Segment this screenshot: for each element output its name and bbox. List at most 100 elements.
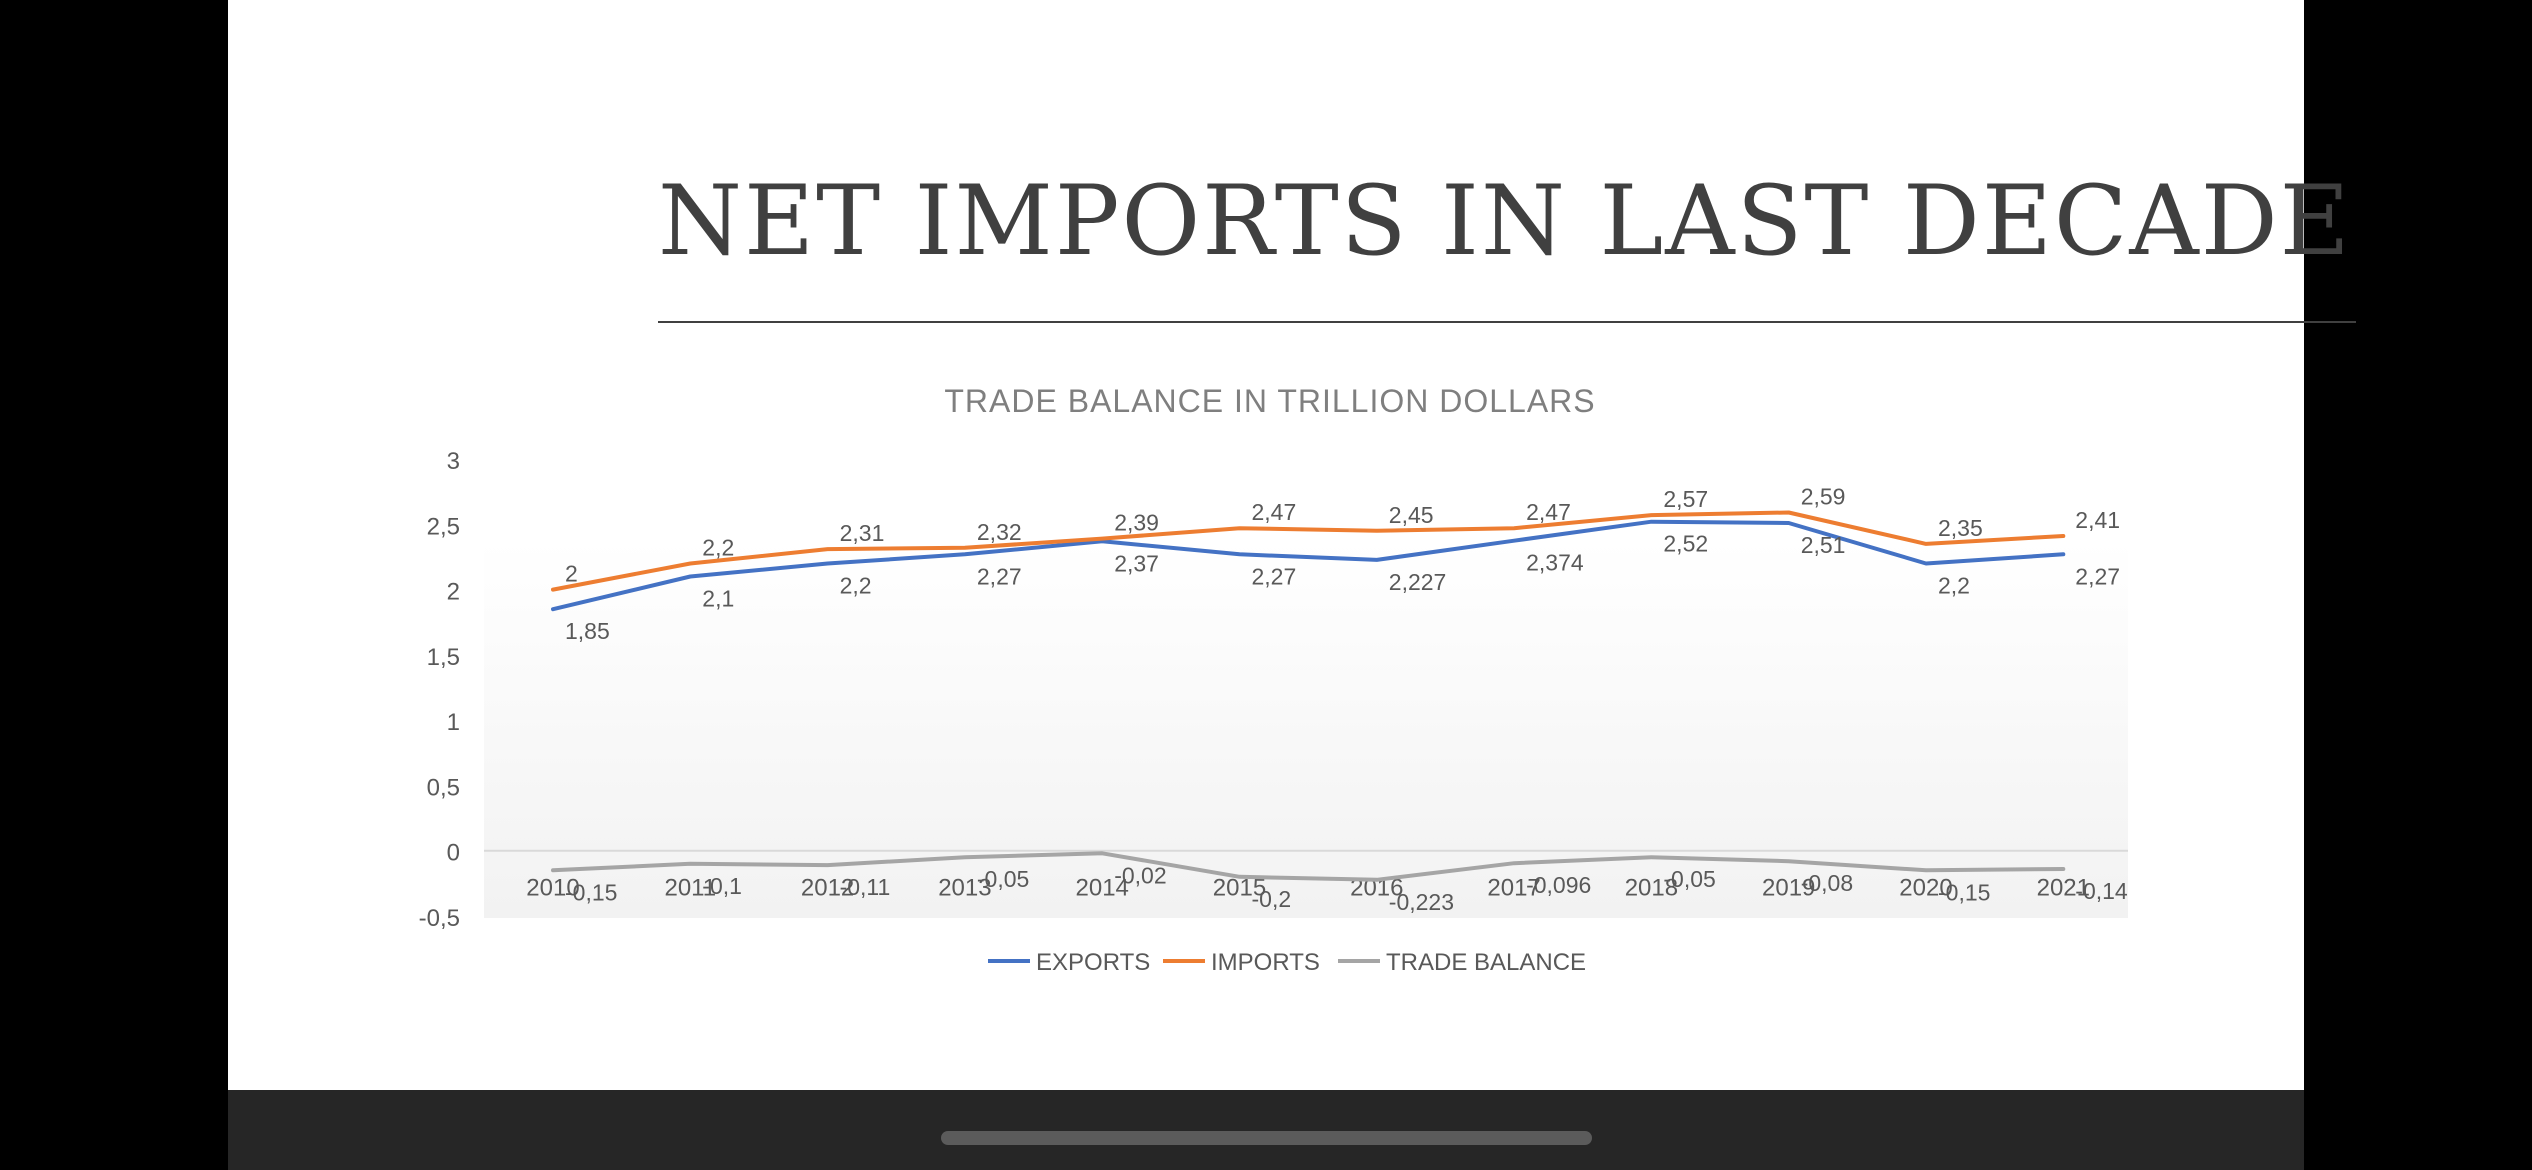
x-tick-label: 2018 xyxy=(1625,875,1678,902)
x-tick-label: 2011 xyxy=(664,875,716,902)
data-point xyxy=(1924,561,1928,565)
data-label: 2,2 xyxy=(1938,572,1970,598)
y-tick-label: 0 xyxy=(447,840,460,867)
x-tick-label: 2020 xyxy=(1899,875,1952,902)
data-point xyxy=(1375,529,1379,533)
data-label: 2,47 xyxy=(1526,499,1571,525)
data-point xyxy=(1375,878,1379,882)
data-label: -0,15 xyxy=(565,879,617,905)
data-point xyxy=(551,607,555,611)
data-point xyxy=(826,561,830,565)
y-tick-label: 3 xyxy=(447,448,460,475)
home-indicator[interactable] xyxy=(941,1131,1592,1145)
data-point xyxy=(551,868,555,872)
y-tick-label: 1 xyxy=(447,709,460,736)
data-point xyxy=(688,575,692,579)
data-label: -0,02 xyxy=(1114,862,1166,888)
data-point xyxy=(826,863,830,867)
data-point xyxy=(1238,552,1241,556)
data-point xyxy=(2061,867,2065,871)
data-point xyxy=(2061,552,2065,556)
data-point xyxy=(551,588,555,592)
data-label: 2,32 xyxy=(977,519,1022,545)
data-point xyxy=(688,862,692,866)
data-label: 2,1 xyxy=(702,586,734,612)
data-label: -0,05 xyxy=(977,866,1029,892)
data-point xyxy=(1100,851,1104,855)
chart-title: TRADE BALANCE IN TRILLION DOLLARS xyxy=(944,383,1595,419)
data-point xyxy=(1649,513,1653,517)
data-label: -0,11 xyxy=(840,874,891,900)
data-point xyxy=(1512,861,1516,865)
series-line-trade-balance xyxy=(551,851,2066,882)
data-point xyxy=(963,552,967,556)
data-label: 2,47 xyxy=(1252,499,1297,525)
data-point xyxy=(1238,875,1241,879)
data-point xyxy=(1787,859,1791,863)
data-label: 2 xyxy=(565,561,578,587)
data-point xyxy=(1512,539,1516,543)
data-point xyxy=(1924,542,1928,546)
data-label: 2,31 xyxy=(840,520,885,546)
data-label: -0,08 xyxy=(1801,870,1853,896)
data-label: 2,39 xyxy=(1114,510,1159,536)
data-point xyxy=(826,547,830,551)
slide-title: NET IMPORTS IN LAST DECADE xyxy=(658,165,2352,277)
y-tick-label: 0,5 xyxy=(427,774,460,801)
legend-label: IMPORTS xyxy=(1211,949,1320,976)
data-point xyxy=(1375,558,1379,562)
data-label: 2,227 xyxy=(1389,569,1447,595)
data-label: -0,2 xyxy=(1252,886,1292,912)
data-point xyxy=(963,546,967,550)
x-tick-label: 2019 xyxy=(1762,875,1815,902)
data-label: 2,2 xyxy=(702,534,734,560)
data-label: -0,15 xyxy=(1938,879,1990,905)
title-divider xyxy=(658,321,2356,323)
legend-label: EXPORTS xyxy=(1036,949,1150,976)
x-tick-label: 2010 xyxy=(526,875,579,902)
y-tick-label: 2,5 xyxy=(427,513,460,540)
data-label: 2,27 xyxy=(2075,563,2120,589)
x-tick-label: 2013 xyxy=(938,875,991,902)
data-point xyxy=(1649,855,1653,859)
data-label: 2,2 xyxy=(840,572,872,598)
data-label: 2,51 xyxy=(1801,532,1846,558)
data-label: 2,59 xyxy=(1801,484,1846,510)
data-point xyxy=(688,561,692,565)
x-tick-label: 2012 xyxy=(801,875,854,902)
y-tick-label: 1,5 xyxy=(427,644,460,671)
data-point xyxy=(1512,526,1516,530)
plot-area xyxy=(484,540,2128,918)
axes: -0,5 0 0,5 1 1,5 2 2,5 3 2010 2011 2012 2013 2014 201… xyxy=(419,448,2128,932)
y-tick-label: 2 xyxy=(447,579,460,606)
data-point xyxy=(1787,511,1791,515)
data-label: 2,45 xyxy=(1389,502,1434,528)
data-label: -0,223 xyxy=(1389,889,1454,915)
x-tick-label: 2017 xyxy=(1487,875,1540,902)
data-label: 2,41 xyxy=(2075,507,2120,533)
x-tick-label: 2014 xyxy=(1076,875,1129,902)
data-label: 2,27 xyxy=(1252,563,1297,589)
legend-label: TRADE BALANCE xyxy=(1386,949,1586,976)
data-point xyxy=(1924,868,1928,872)
data-point xyxy=(1787,521,1791,525)
data-label: -0,05 xyxy=(1663,866,1715,892)
data-label: 2,52 xyxy=(1663,531,1708,557)
x-tick-label: 2015 xyxy=(1213,875,1266,902)
data-label: 1,85 xyxy=(565,618,610,644)
data-labels: 1,85 2,1 2,2 2,27 2,37 2,27 2,227 2,374 2,52 2,51… xyxy=(565,484,2128,915)
data-label: 2,35 xyxy=(1938,515,1983,541)
data-point xyxy=(963,855,967,859)
data-label: 2,374 xyxy=(1526,550,1584,576)
series-line-imports xyxy=(551,510,2066,592)
series-line-exports xyxy=(551,519,2066,612)
data-label: -0,1 xyxy=(702,873,742,899)
data-point xyxy=(1649,520,1653,524)
bottom-bar xyxy=(228,1090,2304,1170)
data-label: 2,57 xyxy=(1663,486,1708,512)
data-point xyxy=(2061,534,2065,538)
data-label: 2,37 xyxy=(1114,550,1159,576)
legend: EXPORTS IMPORTS TRADE BALANCE xyxy=(988,949,1586,976)
data-label: -0,14 xyxy=(2075,878,2128,904)
